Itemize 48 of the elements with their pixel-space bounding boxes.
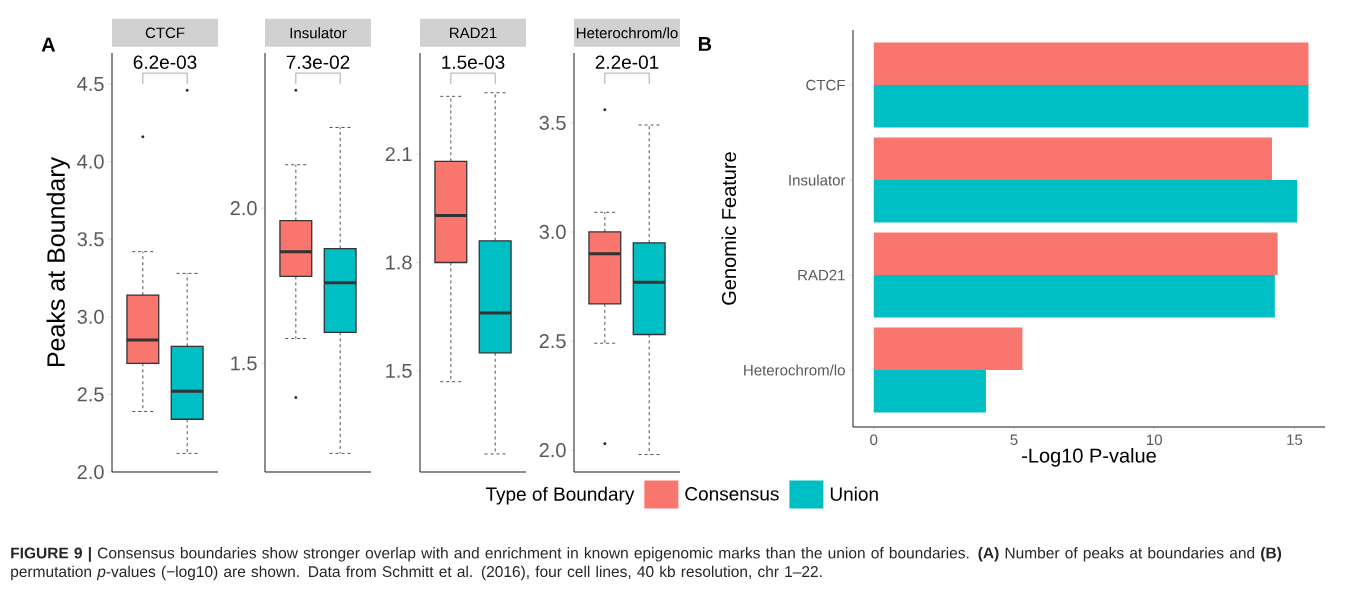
legend-label: Union xyxy=(830,486,878,501)
chart-title: RAD21 xyxy=(450,27,497,39)
y-tick-label: 2.0 xyxy=(230,201,257,216)
y-tick-label: 3.5 xyxy=(77,232,104,247)
bar xyxy=(873,85,1309,128)
x-axis-title: -Log10 P-value xyxy=(1022,447,1156,467)
chart-title: Insulator xyxy=(290,27,347,39)
x-tick-label: 10 xyxy=(1147,434,1162,446)
text: FIGURE 9 | Consensus boundaries show stronger overlap with and enrichment in known epigenomic marks than the union of boundaries. (A) Number of peaks at boundaries and (B) permutation p-values (−log10) are shown. Data from Schmitt et al. (2016), four cell lines, 40 kb resolution, chr 1–22. xyxy=(11,547,1282,581)
text: A xyxy=(41,37,56,52)
bar xyxy=(873,232,1278,276)
y-tick-label: 1.5 xyxy=(231,356,257,371)
y-tick-label: 3.0 xyxy=(539,224,566,240)
bar xyxy=(873,42,1309,86)
chart-title: Heterochrom/lo xyxy=(576,27,678,39)
y-tick-label: 4.0 xyxy=(77,154,104,169)
annotation: 1.5e-03 xyxy=(442,55,505,69)
y-tick-label: Insulator xyxy=(789,174,846,186)
x-tick-label: 15 xyxy=(1287,434,1303,445)
y-tick-label: 2.1 xyxy=(385,147,412,162)
chart-title: CTCF xyxy=(145,27,185,39)
y-axis-title: Genomic Feature xyxy=(721,152,737,305)
annotation: 6.2e-03 xyxy=(133,55,197,69)
y-tick-label: 3.5 xyxy=(539,115,566,130)
legend-label: Consensus xyxy=(685,487,779,501)
y-tick-label: 2.5 xyxy=(77,387,104,402)
bar xyxy=(873,180,1298,223)
bar xyxy=(873,327,1023,371)
y-tick-label: 2.0 xyxy=(539,443,566,458)
y-tick-label: RAD21 xyxy=(798,269,845,281)
y-tick-label: 2.0 xyxy=(77,464,104,480)
legend-title: Type of Boundary xyxy=(485,486,635,505)
x-tick-label: 0 xyxy=(870,434,878,446)
text: B xyxy=(698,37,712,51)
bar xyxy=(873,137,1272,181)
y-tick-label: Heterochrom/lo xyxy=(744,364,845,376)
bar xyxy=(873,275,1275,318)
y-tick-label: 3.0 xyxy=(77,309,104,324)
y-tick-label: 1.8 xyxy=(386,255,412,270)
bar xyxy=(873,370,986,413)
annotation: 7.3e-02 xyxy=(286,55,350,69)
y-tick-label: 2.5 xyxy=(539,333,566,349)
y-tick-label: CTCF xyxy=(806,79,845,91)
x-tick-label: 5 xyxy=(1010,434,1018,445)
y-tick-label: 4.5 xyxy=(77,77,104,92)
annotation: 2.2e-01 xyxy=(595,55,659,69)
y-tick-label: 1.5 xyxy=(386,363,412,378)
y-axis-title: Peaks at Boundary xyxy=(46,156,70,367)
